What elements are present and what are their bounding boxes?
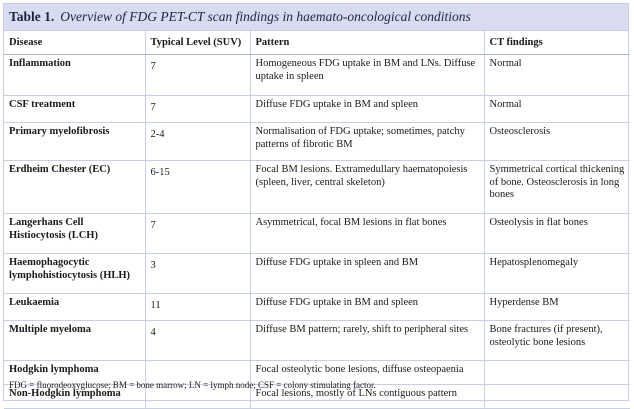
findings-table: Disease Typical Level (SUV) Pattern CT f… [4, 31, 630, 409]
disease-cell: Erdheim Chester (EC) [4, 160, 145, 214]
table-row: Haemophagocytic lymphohistiocytosis (HLH… [4, 253, 630, 294]
pattern-cell: Normalisation of FDG uptake; sometimes, … [249, 122, 484, 161]
ct-cell: Osteosclerosis [483, 122, 630, 161]
pattern-cell: Diffuse FDG uptake in spleen and BM [249, 253, 484, 294]
ct-cell: Normal [483, 54, 630, 96]
table-footnote: FDG = fluorodeoxyglucose; BM = bone marr… [9, 380, 376, 390]
table-row: Inflammation 7 Homogeneous FDG uptake in… [4, 54, 630, 96]
level-cell: 4 [144, 320, 250, 361]
pattern-cell: Diffuse FDG uptake in BM and spleen [249, 293, 484, 321]
level-cell: 7 [144, 213, 250, 254]
table-title: Overview of FDG PET-CT scan findings in … [60, 9, 471, 24]
pattern-cell: Focal osteolytic bone lesions, diffuse o… [249, 360, 484, 385]
table-row: Erdheim Chester (EC) 6-15 Focal BM lesio… [4, 160, 630, 214]
level-cell: 7 [144, 95, 250, 123]
table-row: CSF treatment 7 Diffuse FDG uptake in BM… [4, 95, 630, 123]
pattern-cell: Diffuse FDG uptake in BM and spleen [249, 95, 484, 123]
pattern-cell: Asymmetrical, focal BM lesions in flat b… [249, 213, 484, 254]
ct-cell: Hepatosplenomegaly [483, 253, 630, 294]
table-row: Leukaemia 11 Diffuse FDG uptake in BM an… [4, 293, 630, 321]
header-ct: CT findings [483, 31, 630, 55]
level-cell: 3 [144, 253, 250, 294]
ct-cell: Hyperdense BM [483, 293, 630, 321]
table-row: Hodgkin lymphoma Focal osteolytic bone l… [4, 360, 630, 385]
disease-cell: Primary myelofibrosis [4, 122, 145, 161]
header-row: Disease Typical Level (SUV) Pattern CT f… [4, 31, 630, 55]
disease-cell: CSF treatment [4, 95, 145, 123]
table-label: Table 1. [9, 9, 55, 24]
table-caption: Table 1. Overview of FDG PET-CT scan fin… [4, 4, 628, 31]
header-disease: Disease [4, 31, 145, 55]
level-cell: 2-4 [144, 122, 250, 161]
ct-cell [483, 360, 630, 385]
disease-cell: Haemophagocytic lymphohistiocytosis (HLH… [4, 253, 145, 294]
ct-cell: Normal [483, 95, 630, 123]
ct-cell: Osteolysis in flat bones [483, 213, 630, 254]
disease-cell: Inflammation [4, 54, 145, 96]
table-row: Primary myelofibrosis 2-4 Normalisation … [4, 122, 630, 161]
pattern-cell: Homogeneous FDG uptake in BM and LNs. Di… [249, 54, 484, 96]
header-level: Typical Level (SUV) [144, 31, 250, 55]
ct-cell [483, 384, 630, 409]
table-row: Langerhans Cell Histiocytosis (LCH) 7 As… [4, 213, 630, 254]
disease-cell: Leukaemia [4, 293, 145, 321]
level-cell: 6-15 [144, 160, 250, 214]
disease-cell: Langerhans Cell Histiocytosis (LCH) [4, 213, 145, 254]
disease-cell: Multiple myeloma [4, 320, 145, 361]
pattern-cell: Focal BM lesions. Extramedullary haemato… [249, 160, 484, 214]
table-row: Multiple myeloma 4 Diffuse BM pattern; r… [4, 320, 630, 361]
level-cell: 7 [144, 54, 250, 96]
ct-cell: Bone fractures (if present), osteolytic … [483, 320, 630, 361]
pattern-cell: Diffuse BM pattern; rarely, shift to per… [249, 320, 484, 361]
ct-cell: Symmetrical cortical thickening of bone.… [483, 160, 630, 214]
level-cell: 11 [144, 293, 250, 321]
header-pattern: Pattern [249, 31, 484, 55]
table-frame: Table 1. Overview of FDG PET-CT scan fin… [3, 3, 630, 409]
level-cell [144, 360, 250, 385]
disease-cell: Hodgkin lymphoma [4, 360, 145, 385]
